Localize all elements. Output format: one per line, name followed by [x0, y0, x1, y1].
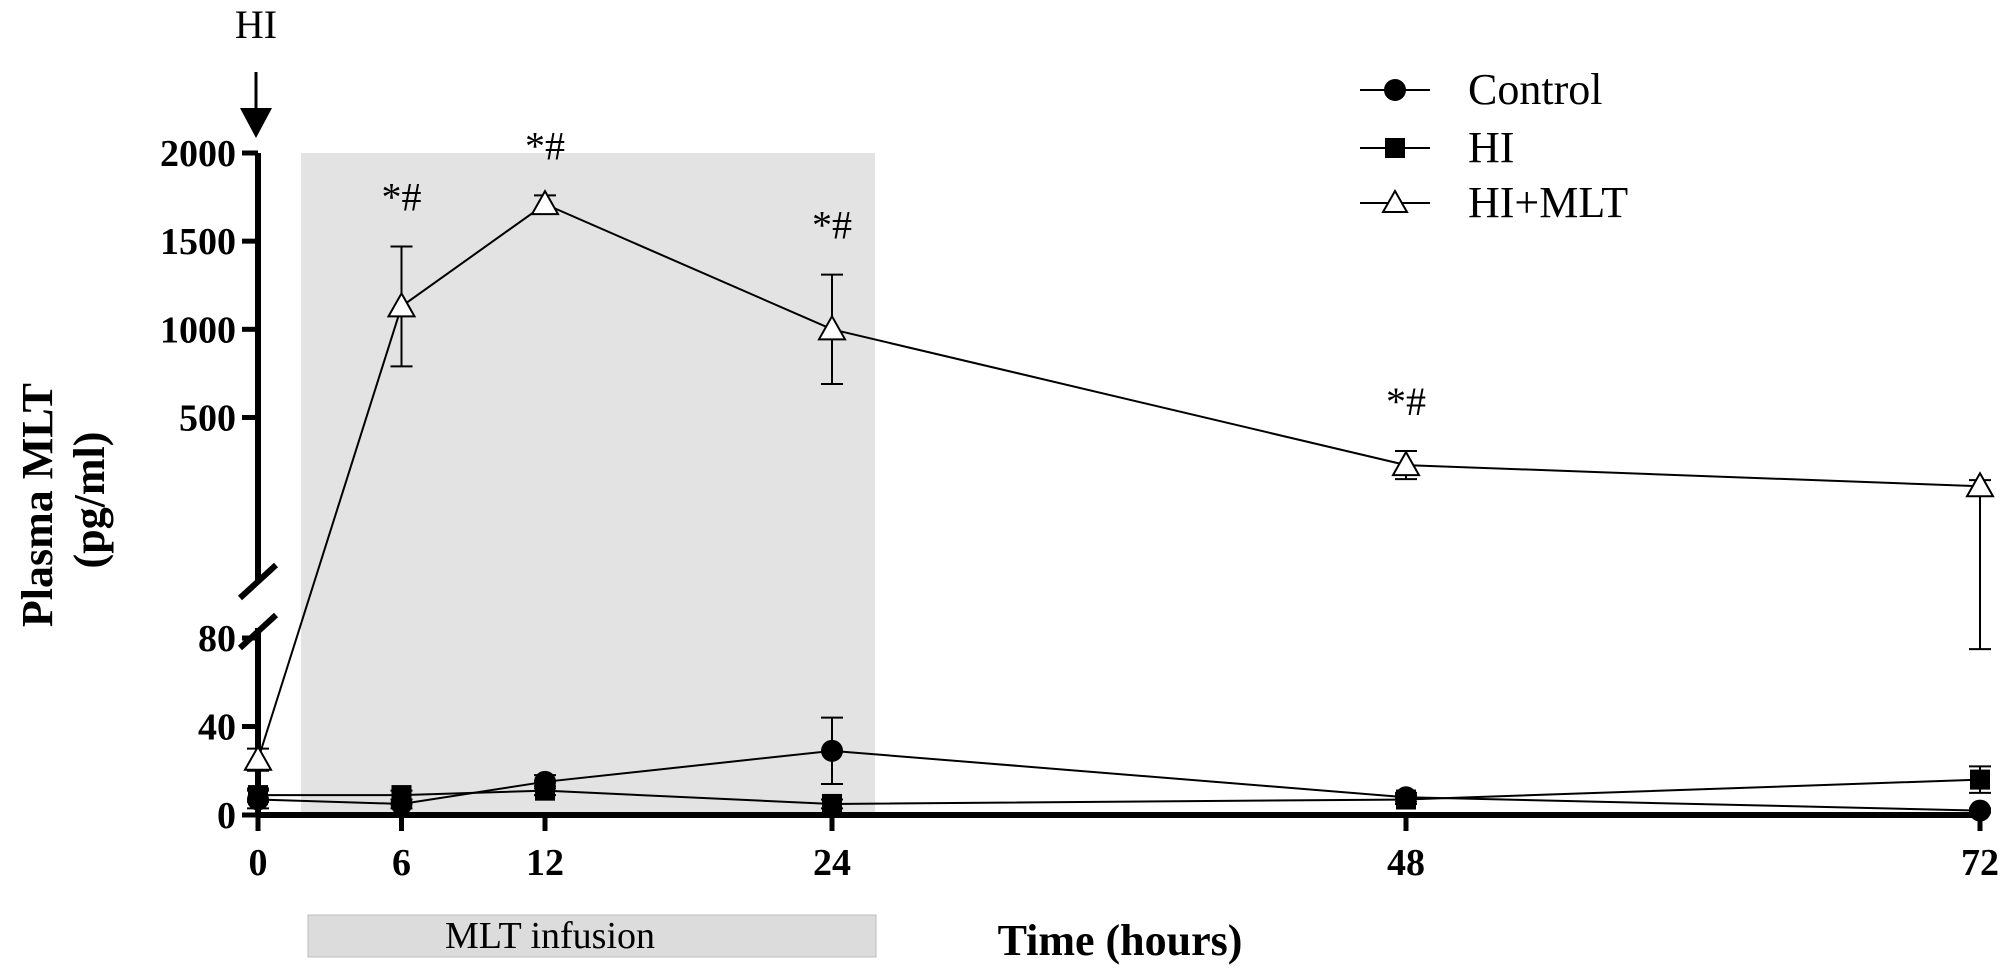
- data-point: [243, 744, 273, 771]
- data-point: [248, 785, 268, 806]
- series: [243, 189, 1995, 822]
- series-hi-mlt: [243, 189, 1995, 772]
- series-hi: [247, 765, 1991, 814]
- x-tick-label: 12: [526, 842, 564, 884]
- x-axis-title: Time (hours): [998, 916, 1243, 965]
- axis-break-lower: [237, 612, 279, 651]
- filled-square-icon: [1385, 138, 1405, 158]
- data-point: [1965, 471, 1995, 498]
- y-tick-label: 0: [217, 795, 236, 837]
- axes: 500 1000 1500 2000 0 40 80 0 6 12 24 48 72: [160, 133, 1999, 884]
- y-tick-label: 1000: [160, 309, 236, 351]
- axis-break-upper: [237, 562, 279, 601]
- x-tick-label: 6: [392, 842, 411, 884]
- legend-item-hi-mlt: HI+MLT: [1360, 178, 1628, 227]
- open-triangle-icon: [1381, 188, 1409, 213]
- x-tick-label: 0: [249, 842, 268, 884]
- significance-label: *#: [812, 203, 852, 248]
- legend-item-hi: HI: [1360, 123, 1514, 172]
- data-point: [1970, 769, 1990, 790]
- legend-item-control: Control: [1360, 65, 1602, 114]
- y-tick-label: 2000: [160, 133, 236, 175]
- y-tick-label: 1500: [160, 221, 236, 263]
- data-point: [821, 739, 843, 762]
- event-arrow-icon: [240, 72, 272, 138]
- y-tick-label: 40: [198, 707, 236, 749]
- event-marker-label: HI: [235, 2, 277, 47]
- data-point: [530, 189, 560, 216]
- data-point: [386, 291, 417, 318]
- data-point: [535, 780, 555, 801]
- data-point: [1391, 450, 1421, 477]
- significance-label: *#: [1386, 379, 1426, 424]
- infusion-shading: [301, 153, 876, 815]
- x-tick-label: 72: [1961, 842, 1999, 884]
- significance-label: *#: [382, 174, 422, 219]
- data-point: [1396, 789, 1416, 810]
- infusion-bar: [307, 914, 877, 958]
- data-point: [822, 793, 842, 814]
- y-tick-label: 500: [179, 397, 236, 439]
- legend: Control HI HI+MLT: [1360, 65, 1628, 227]
- filled-circle-icon: [1384, 79, 1406, 101]
- data-point: [817, 314, 847, 341]
- series-line: [257, 202, 1981, 760]
- svg-text:HI: HI: [1468, 123, 1514, 172]
- y-axis-title: Plasma MLT (pg/ml): [13, 373, 114, 627]
- data-point: [391, 785, 412, 806]
- svg-text:Control: Control: [1468, 65, 1602, 114]
- series-line: [257, 749, 1981, 812]
- x-tick-label: 48: [1387, 842, 1425, 884]
- y-tick-label: 80: [198, 618, 236, 660]
- infusion-label: MLT infusion: [445, 915, 655, 957]
- significance-label: *#: [525, 123, 565, 168]
- x-tick-label: 24: [813, 842, 851, 884]
- svg-text:HI+MLT: HI+MLT: [1468, 178, 1628, 227]
- data-point: [1969, 799, 1991, 822]
- series-line: [258, 778, 1981, 805]
- error-bar: [1969, 479, 1991, 651]
